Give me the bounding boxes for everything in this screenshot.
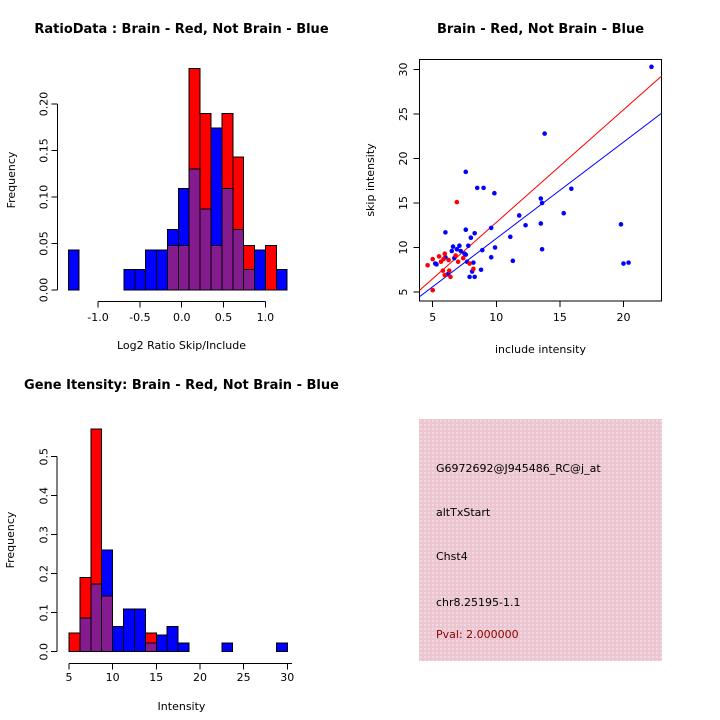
svg-text:15: 15 — [397, 196, 410, 210]
svg-text:20: 20 — [193, 671, 207, 684]
gene-histogram-title: Gene Itensity: Brain - Red, Not Brain - … — [24, 378, 339, 393]
svg-text:30: 30 — [280, 671, 294, 684]
gene-info-panel: G6972692@J945486_RC@j_at altTxStart Chst… — [419, 419, 662, 661]
svg-text:20: 20 — [617, 311, 631, 324]
svg-text:-1.0: -1.0 — [87, 311, 108, 324]
svg-text:25: 25 — [397, 107, 410, 121]
pval-text: Pval: 2.000000 — [436, 628, 519, 641]
svg-text:0.0: 0.0 — [38, 643, 51, 661]
svg-text:0.15: 0.15 — [38, 138, 51, 163]
svg-text:15: 15 — [553, 311, 567, 324]
svg-text:5: 5 — [429, 311, 436, 324]
gene-histogram-ylabel: Frequency — [4, 511, 17, 569]
probe-id-text: G6972692@J945486_RC@j_at — [436, 462, 601, 475]
splice-type-text: altTxStart — [436, 506, 491, 519]
svg-text:0.5: 0.5 — [215, 311, 233, 324]
gene-histogram-xlabel: Intensity — [157, 700, 206, 713]
svg-text:25: 25 — [237, 671, 251, 684]
ratio-histogram-title: RatioData : Brain - Red, Not Brain - Blu… — [34, 22, 329, 37]
ratio-histogram-ylabel: Frequency — [5, 151, 18, 209]
svg-text:10: 10 — [106, 671, 120, 684]
svg-text:0.00: 0.00 — [38, 278, 51, 303]
svg-text:5: 5 — [397, 289, 410, 296]
svg-text:0.3: 0.3 — [38, 526, 51, 544]
locus-text: chr8.25195-1.1 — [436, 596, 521, 609]
svg-text:0.0: 0.0 — [173, 311, 191, 324]
svg-text:0.2: 0.2 — [38, 565, 51, 583]
gene-name-text: Chst4 — [436, 550, 468, 563]
svg-text:10: 10 — [489, 311, 503, 324]
svg-text:0.10: 0.10 — [38, 185, 51, 210]
svg-text:0.4: 0.4 — [38, 487, 51, 505]
gene-histogram-plot: 0.0 0.1 0.2 0.3 0.4 0.5 5 10 15 20 25 30 — [38, 428, 294, 684]
svg-text:5: 5 — [66, 671, 73, 684]
scatter-title: Brain - Red, Not Brain - Blue — [436, 22, 645, 37]
svg-text:20: 20 — [397, 152, 410, 166]
svg-text:15: 15 — [149, 671, 163, 684]
scatter-xlabel: include intensity — [494, 343, 587, 356]
svg-text:10: 10 — [397, 241, 410, 255]
ratio-histogram-plot: 0.00 0.05 0.10 0.15 0.20 -1.0 -0.5 0.0 0.5 1.0 — [38, 68, 288, 324]
svg-text:0.05: 0.05 — [38, 231, 51, 256]
scatter-plot: 5 10 15 20 5 10 15 20 25 30 — [397, 58, 663, 324]
svg-text:30: 30 — [397, 63, 410, 77]
svg-text:-0.5: -0.5 — [129, 311, 150, 324]
svg-text:0.5: 0.5 — [38, 448, 51, 466]
scatter-ylabel: skip intensity — [364, 143, 377, 217]
svg-text:0.20: 0.20 — [38, 92, 51, 117]
svg-text:1.0: 1.0 — [257, 311, 275, 324]
svg-text:0.1: 0.1 — [38, 604, 51, 622]
ratio-histogram-xlabel: Log2 Ratio Skip/Include — [116, 339, 247, 352]
